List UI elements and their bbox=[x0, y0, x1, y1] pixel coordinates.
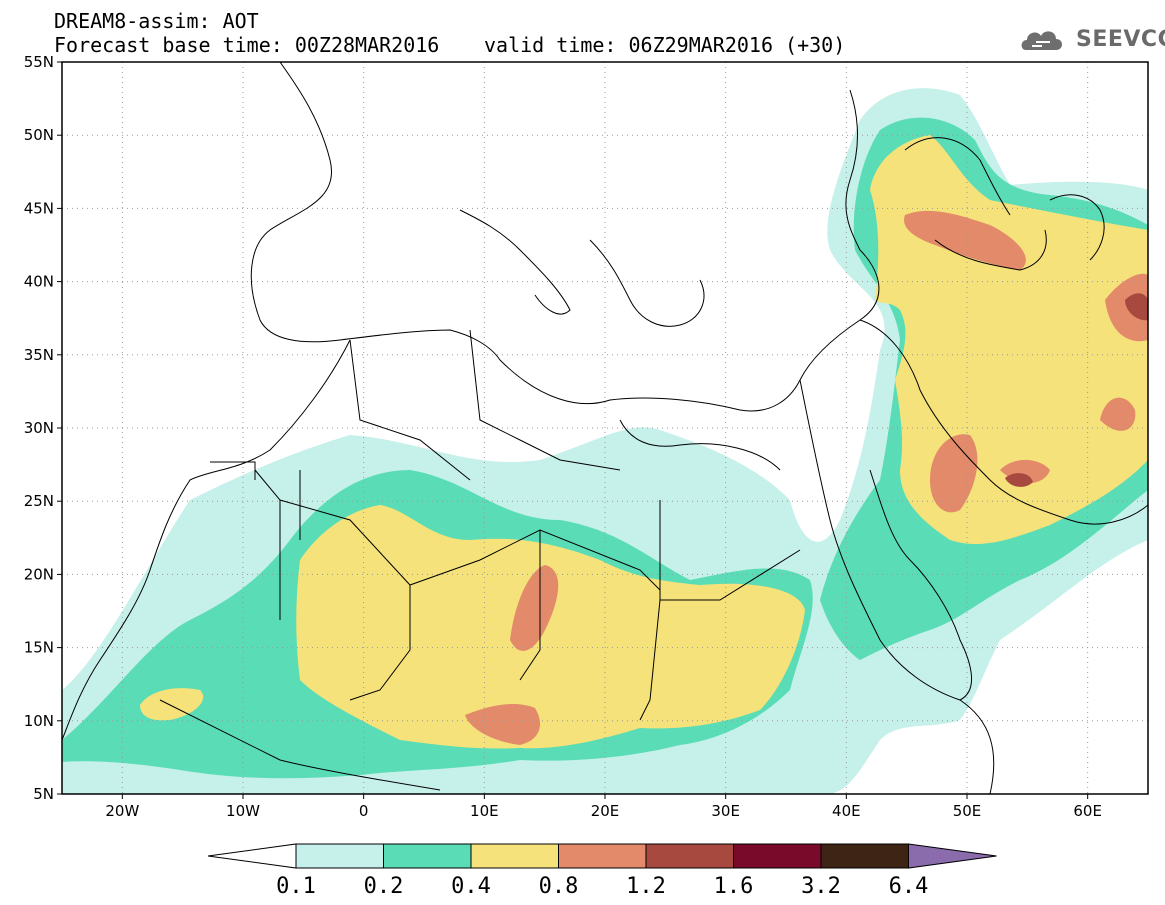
forecast-base-time: Forecast base time: 00Z28MAR2016 bbox=[54, 33, 440, 57]
logo-text: SEEVCCC bbox=[1076, 27, 1165, 52]
valid-time: valid time: 06Z29MAR2016 (+30) bbox=[484, 33, 846, 57]
lat-label: 35N bbox=[24, 346, 54, 364]
colorbar-swatch bbox=[733, 843, 822, 869]
lat-label: 15N bbox=[24, 639, 54, 657]
lon-label: 10E bbox=[470, 802, 499, 820]
lat-label: 25N bbox=[24, 492, 54, 510]
aot-level-0.8 bbox=[465, 210, 1148, 745]
aot-field bbox=[62, 88, 1148, 794]
colorbar-label: 0.4 bbox=[451, 874, 491, 899]
lon-label: 50E bbox=[953, 802, 982, 820]
lat-label: 30N bbox=[24, 419, 54, 437]
colorbar: 0.1 0.2 0.4 0.8 1.2 1.6 3.2 6.4 bbox=[207, 843, 997, 899]
lat-label: 5N bbox=[33, 785, 54, 803]
lat-label: 45N bbox=[24, 199, 54, 217]
lat-label: 20N bbox=[24, 565, 54, 583]
lon-label: 20W bbox=[105, 802, 139, 820]
lat-label: 50N bbox=[24, 126, 54, 144]
colorbar-label: 0.8 bbox=[539, 874, 579, 899]
cloud-icon bbox=[1021, 31, 1062, 50]
colorbar-label: 3.2 bbox=[801, 874, 841, 899]
colorbar-max-arrow bbox=[908, 843, 997, 869]
lon-label: 60E bbox=[1073, 802, 1102, 820]
colorbar-label: 0.2 bbox=[364, 874, 404, 899]
colorbar-swatch bbox=[470, 843, 559, 869]
lon-label: 0 bbox=[359, 802, 369, 820]
colorbar-label: 1.6 bbox=[714, 874, 754, 899]
colorbar-min-arrow bbox=[207, 843, 297, 869]
lon-label: 20E bbox=[591, 802, 620, 820]
lon-label: 10W bbox=[226, 802, 260, 820]
colorbar-swatch bbox=[383, 843, 472, 869]
coastlines bbox=[62, 62, 1148, 794]
lon-label: 30E bbox=[711, 802, 740, 820]
aot-level-1.2 bbox=[1005, 293, 1148, 487]
grid bbox=[62, 62, 1148, 794]
colorbar-swatch bbox=[295, 843, 384, 869]
colorbar-label: 6.4 bbox=[889, 874, 929, 899]
lat-label: 40N bbox=[24, 273, 54, 291]
lat-label: 10N bbox=[24, 712, 54, 730]
lon-label: 40E bbox=[832, 802, 861, 820]
colorbar-label: 0.1 bbox=[276, 874, 316, 899]
colorbar-swatch bbox=[645, 843, 734, 869]
colorbar-swatch bbox=[558, 843, 647, 869]
colorbar-swatch bbox=[820, 843, 909, 869]
latitude-axis: 55N 50N 45N 40N 35N 30N 25N 20N 15N 10N 5N bbox=[24, 53, 62, 803]
colorbar-label: 1.2 bbox=[626, 874, 666, 899]
lat-label: 55N bbox=[24, 53, 54, 71]
map-title: DREAM8-assim: AOT bbox=[54, 9, 259, 33]
longitude-axis: 20W 10W 0 10E 20E 30E 40E 50E 60E bbox=[105, 794, 1102, 820]
